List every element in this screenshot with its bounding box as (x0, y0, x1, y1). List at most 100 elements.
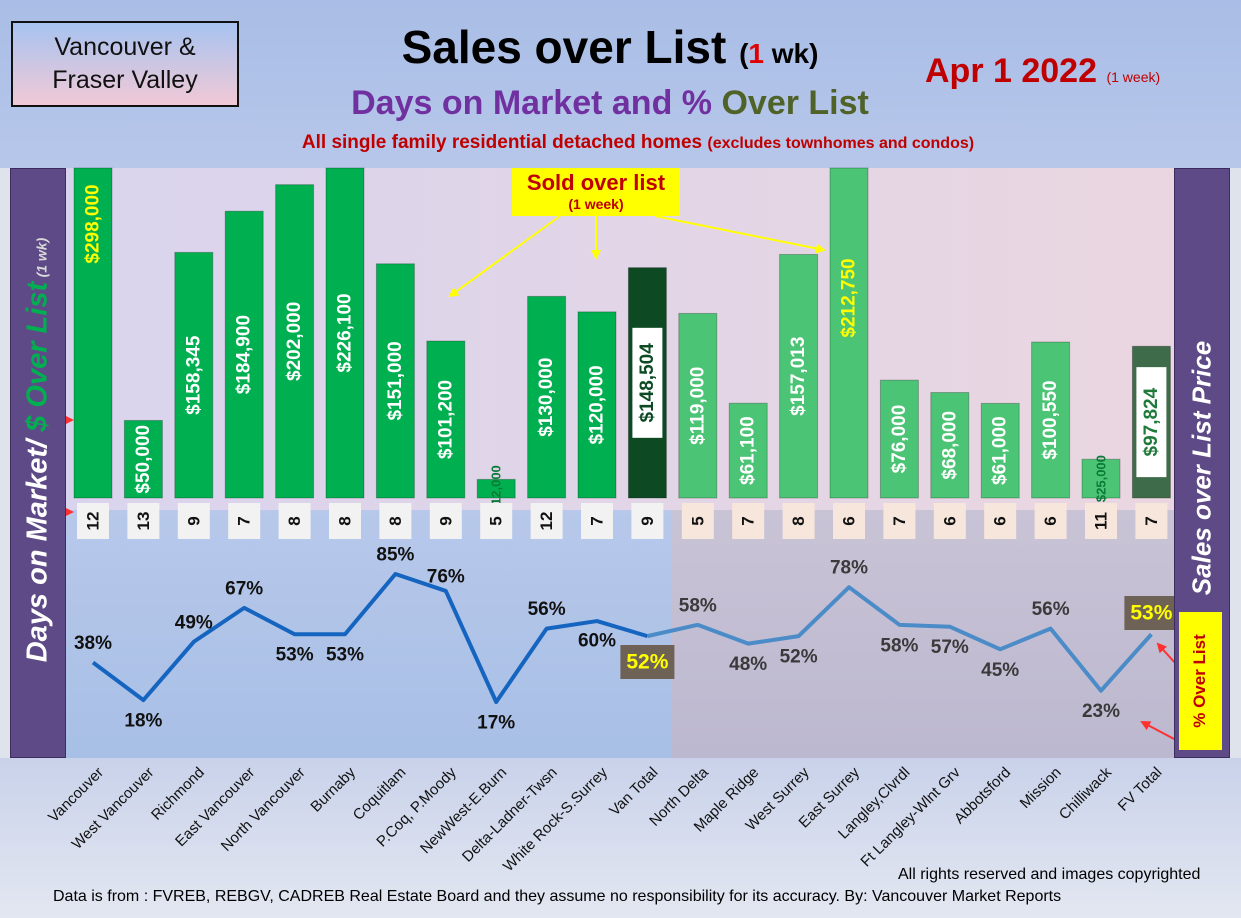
bar-value-label-11: $148,504 (637, 343, 658, 423)
category-label-9: Delta-Ladner-Twsn (459, 764, 561, 866)
dom-box-0 (77, 503, 109, 539)
dom-box-16 (883, 503, 916, 539)
footer-source: Data is from : FVREB, REBGV, CADREB Real… (53, 888, 1062, 905)
left-axis-part1: Days on Market/ (21, 431, 54, 663)
pct-label-6: 85% (376, 545, 414, 566)
bar-15 (829, 167, 869, 499)
dom-value-5: 8 (336, 516, 355, 525)
dom-value-16: 7 (890, 516, 909, 525)
dom-value-18: 6 (991, 516, 1010, 525)
pct-label-8: 17% (477, 713, 515, 734)
category-label-17: Ft Langley-Wlnt Grv (857, 764, 964, 871)
region-line1: Vancouver & (54, 33, 196, 61)
dom-box-21 (1135, 503, 1168, 539)
right-axis-title: Sales over List Price (1186, 340, 1217, 596)
dom-value-4: 8 (285, 516, 304, 525)
fv-lower-panel (672, 510, 1174, 758)
pct-line-van (91, 572, 648, 704)
bar-value-label-8: $12,000 (489, 465, 504, 512)
dom-value-17: 6 (940, 516, 959, 525)
bar-value-label-0: $298,000 (83, 184, 104, 263)
callout-sub: (1 week) (568, 196, 624, 212)
dom-box-9 (530, 503, 563, 539)
bar-value-label-5: $226,100 (335, 293, 356, 372)
dom-value-13: 7 (739, 516, 758, 525)
dom-box-12 (681, 503, 714, 539)
dom-box-13 (732, 503, 765, 539)
bar-1 (123, 419, 163, 499)
dom-value-21: 7 (1142, 516, 1161, 525)
bar-value-label-16: $76,000 (889, 405, 910, 474)
bar-value-label-1: $50,000 (133, 425, 154, 494)
dom-box-3 (228, 503, 261, 539)
pct-label-21: 53% (1130, 602, 1172, 625)
pct-legend-label: % Over List (1190, 634, 1209, 728)
pct-label-12: 58% (679, 595, 717, 616)
sold-over-list-callout: Sold over list (1 week) (512, 168, 680, 216)
date-sub: (1 week) (1106, 69, 1161, 85)
region-box: Vancouver & Fraser Valley (11, 21, 239, 107)
bar-value-label-7: $101,200 (435, 380, 456, 459)
bar-13 (728, 402, 768, 499)
bar-20 (1081, 458, 1121, 499)
dom-box-17 (933, 503, 966, 539)
bar-6 (375, 263, 415, 499)
category-band (0, 758, 1241, 918)
category-label-19: Mission (1017, 764, 1065, 812)
date-main: Apr 1 2022 (925, 52, 1097, 90)
left-axis-part3: (1 wk) (33, 237, 50, 278)
pct-line-fv (646, 585, 1153, 693)
note-paren: (excludes townhomes and condos) (707, 135, 975, 152)
bar-value-label-3: $184,900 (234, 315, 255, 394)
dom-value-9: 12 (537, 512, 556, 531)
pct-label-10: 60% (578, 631, 616, 652)
dom-box-7 (429, 503, 462, 539)
left-axis-panel (10, 168, 66, 758)
title-close: wk) (763, 38, 819, 69)
chart-note: All single family residential detached h… (200, 132, 1076, 154)
bar-12 (678, 312, 718, 499)
callout-arrow-3 (654, 215, 826, 254)
bar-label-bg-21 (1136, 367, 1167, 478)
bar-7 (426, 340, 466, 499)
bar-value-label-14: $157,013 (788, 337, 809, 416)
bar-10 (577, 311, 617, 499)
pct-legend-box (1179, 612, 1222, 750)
bar-value-label-6: $151,000 (385, 341, 406, 420)
pct-label-3: 67% (225, 578, 263, 599)
pct-label-14: 52% (780, 647, 818, 668)
bar-value-label-12: $119,000 (687, 367, 708, 445)
pct-label-2: 49% (175, 612, 213, 633)
bar-value-label-15: $212,750 (839, 258, 860, 337)
dom-box-11 (631, 503, 664, 539)
pct-legend-arrow-1 (1156, 642, 1177, 665)
chart-title: Sales over List (1 wk) (300, 20, 920, 74)
dom-value-14: 8 (789, 516, 808, 525)
category-label-20: Chilliwack (1056, 764, 1116, 824)
dom-value-6: 8 (386, 516, 405, 525)
footer-rights: All rights reserved and images copyright… (898, 866, 1201, 883)
pct-label-13: 48% (729, 654, 767, 675)
bar-value-label-18: $61,000 (990, 416, 1011, 485)
bar-value-label-20: $25,000 (1094, 455, 1109, 502)
dom-value-1: 13 (134, 512, 153, 531)
bar-14 (779, 253, 819, 499)
van-lower-panel (66, 510, 672, 758)
pct-label-15: 78% (830, 558, 868, 579)
title-main: Sales over List (401, 21, 727, 73)
dom-box-2 (177, 503, 210, 539)
title-open: ( (739, 38, 749, 69)
pct-label-16: 58% (880, 635, 918, 656)
dom-value-8: 5 (487, 516, 506, 525)
chart-subtitle: Days on Market and % Over List (290, 84, 930, 123)
bar-16 (879, 379, 919, 499)
bar-value-label-9: $130,000 (536, 358, 557, 437)
bar-value-label-4: $202,000 (284, 302, 305, 381)
dom-value-3: 7 (235, 516, 254, 525)
bar-19 (1031, 341, 1071, 499)
category-label-5: Burnaby (307, 764, 359, 816)
bar-4 (275, 184, 315, 499)
report-date: Apr 1 2022 (1 week) (925, 52, 1160, 91)
bar-value-label-21: $97,824 (1141, 387, 1162, 456)
bar-value-label-10: $120,000 (587, 365, 608, 444)
